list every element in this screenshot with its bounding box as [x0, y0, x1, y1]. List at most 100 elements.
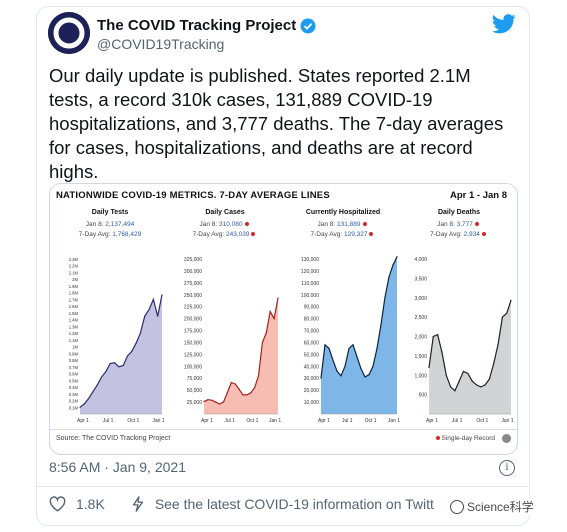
y-tick-label: 325,000 — [184, 257, 202, 263]
data-point — [340, 375, 342, 377]
x-tick-label: Oct 1 — [476, 418, 488, 424]
area-daily-cases — [204, 298, 278, 414]
account-name-row[interactable]: The COVID Tracking Project — [97, 17, 316, 34]
area-daily-tests — [80, 294, 162, 414]
y-tick-label: 200,000 — [184, 317, 202, 323]
x-tick-label: Jul 1 — [224, 418, 235, 424]
data-point — [131, 350, 133, 352]
chart-info-icon — [502, 434, 511, 443]
wechat-logo-icon — [450, 499, 464, 514]
y-tick-label: 3,500 — [414, 276, 427, 282]
data-point — [360, 368, 362, 370]
data-point — [226, 391, 228, 394]
y-tick-label: 1.5M — [69, 311, 79, 316]
y-tick-label: 1,500 — [414, 354, 427, 360]
data-point — [273, 318, 275, 320]
y-tick-label: 3,000 — [414, 296, 427, 302]
data-point — [445, 374, 447, 376]
data-point — [122, 364, 124, 367]
data-point — [352, 344, 354, 346]
data-point — [109, 362, 111, 365]
y-tick-label: 0.4M — [69, 385, 79, 390]
y-tick-label: 50,000 — [187, 388, 203, 394]
y-tick-label: 1.7M — [69, 297, 79, 302]
data-point — [320, 377, 322, 379]
avatar[interactable] — [48, 12, 90, 54]
x-tick-label: Jan 1 — [152, 418, 164, 424]
data-point — [257, 375, 260, 377]
y-tick-label: 0.1M — [69, 405, 79, 410]
account-name[interactable]: The COVID Tracking Project — [97, 17, 297, 34]
info-icon[interactable]: i — [499, 460, 515, 476]
y-tick-label: 0.7M — [69, 365, 79, 370]
y-tick-label: 1.6M — [69, 304, 79, 309]
heart-icon[interactable] — [49, 496, 66, 512]
data-point — [277, 297, 279, 299]
data-point — [501, 316, 503, 318]
chart-media[interactable]: NATIONWIDE COVID-19 METRICS. 7-DAY AVERA… — [49, 183, 518, 455]
data-point — [324, 344, 326, 346]
data-point — [126, 355, 129, 357]
data-point — [454, 390, 456, 392]
tweet-timestamp[interactable]: 8:56 AM · Jan 9, 2021 — [49, 459, 186, 475]
data-point — [246, 394, 248, 396]
x-tick-label: Apr 1 — [426, 418, 438, 424]
y-tick-label: 275,000 — [184, 281, 202, 287]
watermark: Science科学 — [450, 498, 534, 515]
y-tick-label: 0.9M — [69, 351, 79, 356]
twitter-bird-icon[interactable] — [492, 14, 516, 34]
data-point — [265, 332, 267, 334]
data-point — [510, 299, 512, 301]
data-point — [222, 401, 225, 403]
panel-avg-daily-tests: 7-Day Avg: 1,768,429 — [78, 231, 142, 238]
y-tick-label: 100,000 — [301, 293, 319, 299]
like-count[interactable]: 1.8K — [76, 496, 105, 512]
x-tick-label: Jan 1 — [501, 418, 513, 424]
panel-avg-daily-cases: 7-Day Avg: 243,039 — [175, 231, 275, 238]
y-tick-label: 120,000 — [301, 269, 319, 275]
data-point — [113, 362, 116, 364]
x-tick-label: Oct 1 — [127, 418, 139, 424]
line-daily-cases — [203, 297, 279, 405]
tweet-text: Our daily update is published. States re… — [49, 65, 504, 182]
data-point — [135, 342, 137, 344]
y-tick-label: 40,000 — [304, 364, 320, 370]
y-tick-label: 80,000 — [304, 317, 320, 323]
data-point — [261, 341, 263, 344]
covid-info-link[interactable]: See the latest COVID-19 information on T… — [154, 496, 434, 512]
data-point — [250, 392, 252, 394]
data-point — [372, 365, 374, 367]
x-tick-label: Apr 1 — [318, 418, 330, 424]
data-point — [364, 376, 366, 378]
data-point — [88, 397, 90, 400]
panel-jan8-daily-cases: Jan 8: 310,080 — [175, 221, 275, 228]
chart-source: Source: The COVID Tracking Project — [56, 435, 171, 442]
y-tick-label: 1.4M — [69, 318, 79, 323]
data-point — [161, 294, 163, 296]
account-handle[interactable]: @COVID19Tracking — [97, 36, 225, 52]
data-point — [493, 363, 495, 365]
y-tick-label: 30,000 — [304, 376, 320, 382]
data-point — [462, 370, 465, 372]
data-point — [497, 343, 499, 345]
y-tick-label: 250,000 — [184, 293, 202, 299]
data-point — [83, 403, 85, 405]
y-tick-label: 0.5M — [69, 378, 79, 383]
data-point — [428, 366, 430, 369]
y-tick-label: 0.2M — [69, 399, 79, 404]
y-tick-label: 500 — [419, 393, 428, 399]
data-point — [432, 335, 434, 338]
actions-divider — [36, 486, 528, 487]
y-tick-label: 2,500 — [414, 315, 427, 321]
data-point — [450, 386, 452, 388]
y-tick-label: 150,000 — [184, 340, 202, 346]
data-point — [215, 401, 217, 403]
data-point — [376, 347, 378, 349]
y-tick-label: 2.2M — [69, 264, 79, 269]
x-tick-label: Jul 1 — [103, 418, 114, 424]
data-point — [139, 332, 141, 334]
x-tick-label: Oct 1 — [246, 418, 258, 424]
bolt-icon[interactable] — [131, 496, 145, 512]
data-point — [96, 384, 98, 386]
panel-avg-currently-hospitalized: 7-Day Avg: 129,327 — [293, 231, 393, 238]
